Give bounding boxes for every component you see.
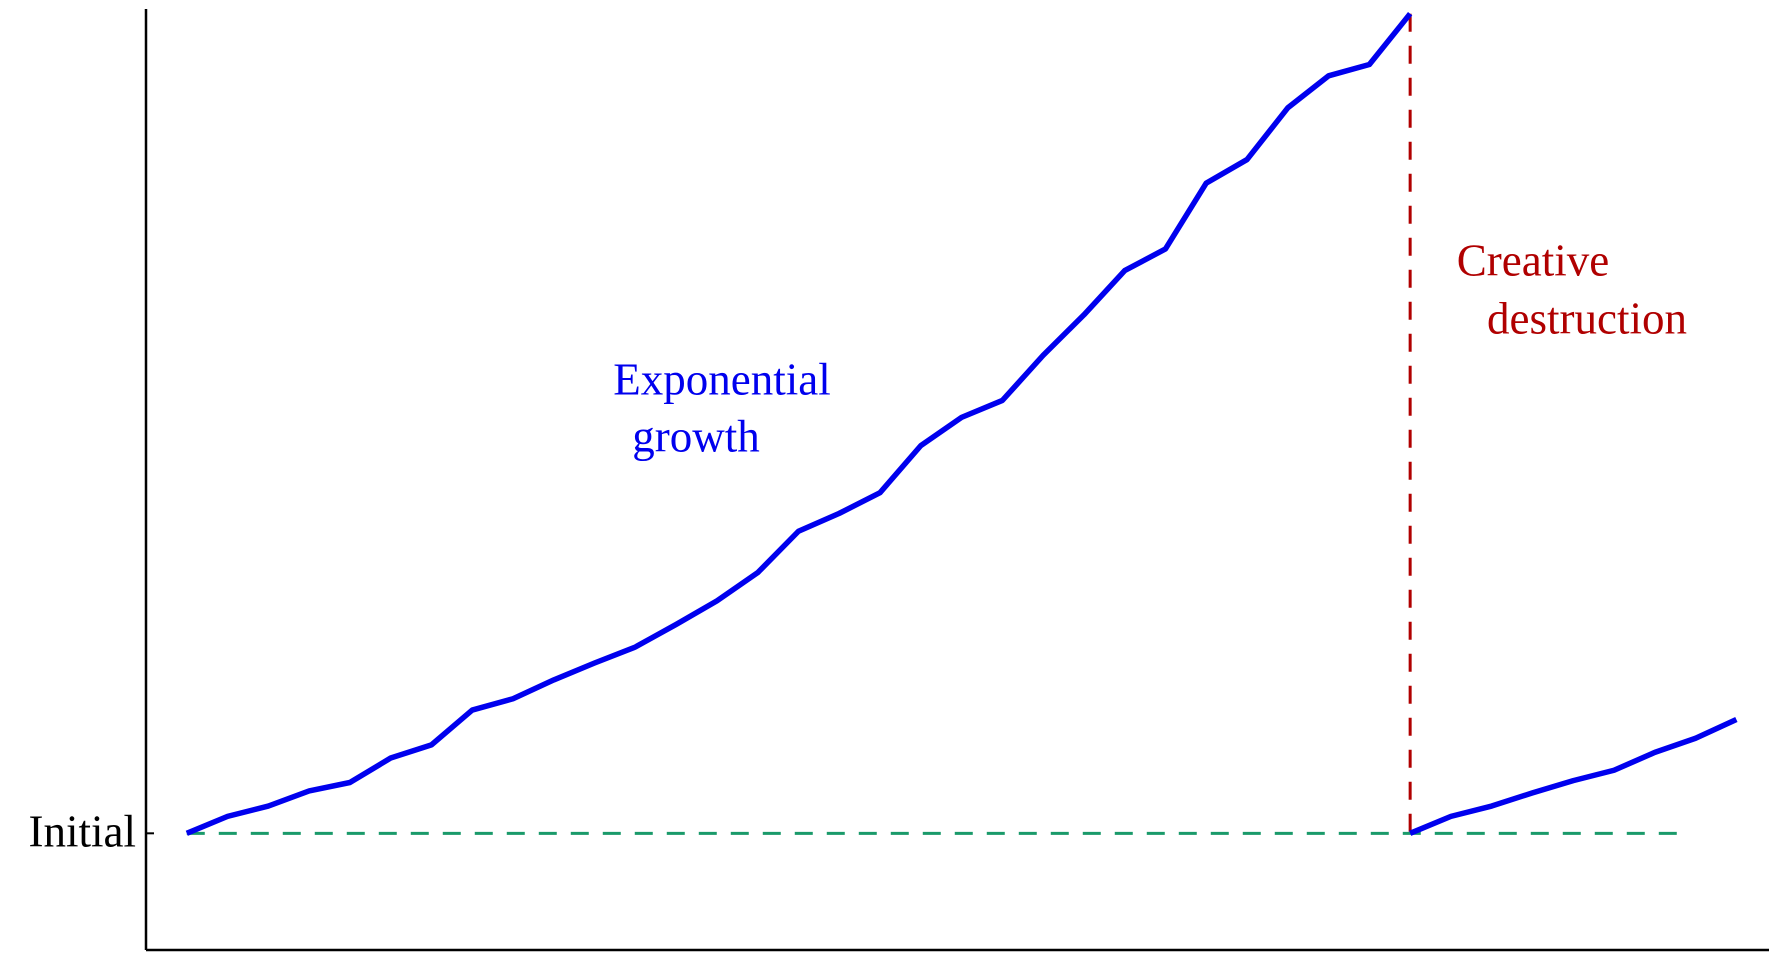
annotation: growth <box>632 411 760 461</box>
annotation: destruction <box>1487 293 1687 343</box>
annotation: Creative <box>1457 235 1609 285</box>
y-tick-label: Initial <box>29 807 136 857</box>
annotation: Exponential <box>613 354 830 404</box>
line <box>185 11 1738 836</box>
